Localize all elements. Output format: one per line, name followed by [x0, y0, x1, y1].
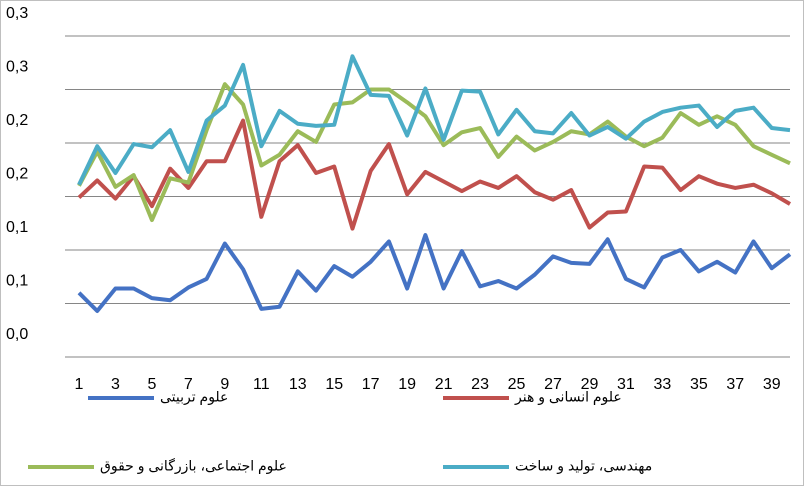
x-tick-label: 15: [325, 376, 343, 393]
y-tick-label: 0,3: [6, 5, 28, 22]
legend-label: علوم انسانی و هنر: [514, 389, 622, 406]
x-tick-label: 25: [508, 376, 526, 393]
x-tick-label: 13: [289, 376, 307, 393]
x-tick-label: 11: [253, 376, 270, 393]
x-tick-label: 37: [726, 376, 744, 393]
line-series: [77, 118, 792, 231]
x-tick-label: 29: [581, 376, 599, 393]
x-tick-label: 17: [362, 376, 380, 393]
y-tick-label: 0,1: [6, 273, 28, 290]
x-tick-label: 23: [471, 376, 489, 393]
x-tick-label: 9: [220, 376, 229, 393]
x-tick-label: 5: [147, 376, 156, 393]
x-tick-label: 31: [617, 376, 635, 393]
x-tick-label: 33: [653, 376, 671, 393]
x-tick-label: 19: [398, 376, 416, 393]
y-tick-label: 0,0: [6, 326, 28, 343]
y-tick-label: 0,1: [6, 219, 28, 236]
y-tick-label: 0,3: [6, 59, 28, 76]
x-tick-label: 27: [544, 376, 562, 393]
x-tick-label: 1: [75, 376, 84, 393]
x-tick-label: 21: [435, 376, 453, 393]
x-tick-label: 7: [184, 376, 193, 393]
x-tick-label: 35: [690, 376, 708, 393]
x-tick-label: 3: [111, 376, 120, 393]
y-tick-label: 0,2: [6, 112, 28, 129]
legend-label: مهندسی، تولید و ساخت: [515, 458, 652, 475]
line-series: [77, 82, 791, 223]
line-series: [77, 233, 792, 313]
legend-label: علوم تربیتی: [160, 389, 228, 406]
legend-label: علوم اجتماعی، بازرگانی و حقوق: [100, 458, 287, 475]
line-series: [77, 54, 791, 186]
x-tick-label: 39: [763, 376, 781, 393]
y-tick-label: 0,2: [6, 166, 28, 183]
